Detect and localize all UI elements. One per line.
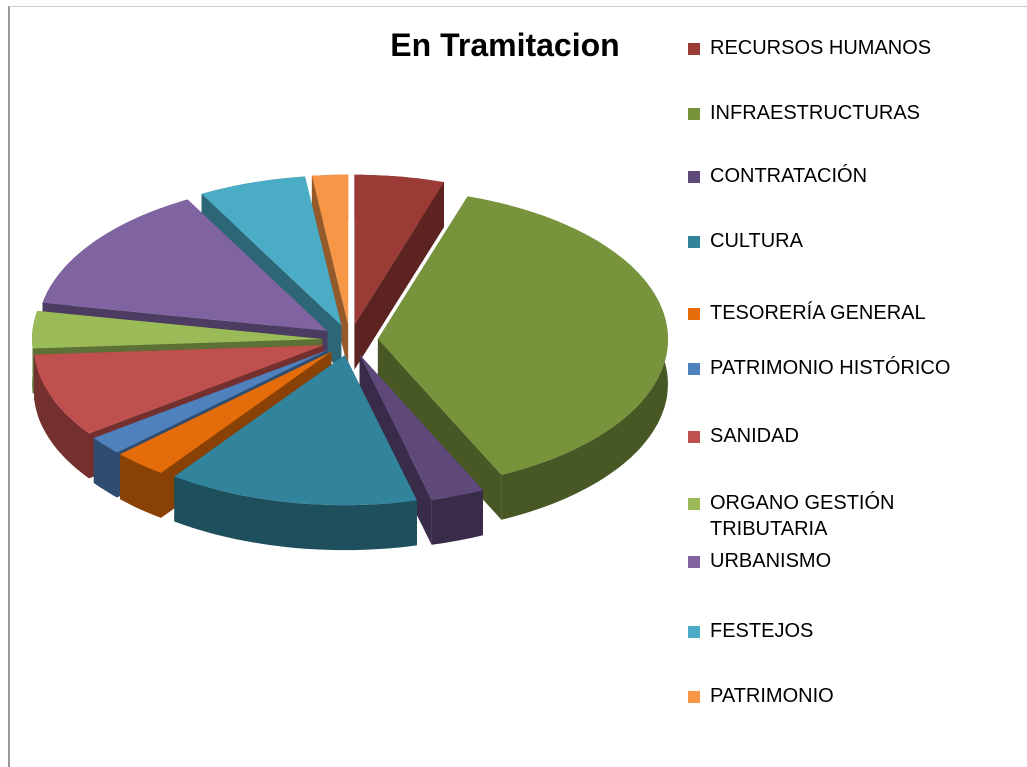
legend-swatch — [688, 236, 700, 248]
legend-swatch — [688, 691, 700, 703]
slice-side — [431, 490, 483, 545]
legend-item: PATRIMONIO — [688, 683, 973, 709]
slice — [42, 199, 328, 331]
legend-item: PATRIMONIO HISTÓRICO — [688, 355, 973, 381]
slice — [311, 174, 349, 325]
legend-swatch — [688, 108, 700, 120]
slice — [93, 349, 329, 453]
legend-item: FESTEJOS — [688, 618, 973, 644]
legend-label: FESTEJOS — [710, 620, 814, 642]
legend-item: ORGANO GESTIÓN TRIBUTARIA — [688, 490, 973, 542]
slice-side — [120, 454, 161, 518]
legend-swatch — [688, 556, 700, 568]
slice-side — [354, 182, 444, 370]
legend-item: URBANISMO — [688, 548, 973, 574]
legend-swatch — [688, 363, 700, 375]
slice-side — [93, 438, 117, 498]
legend-swatch — [688, 171, 700, 183]
legend-item: INFRAESTRUCTURAS — [688, 100, 973, 126]
slice — [174, 355, 417, 506]
legend-label: RECURSOS HUMANOS — [710, 37, 932, 59]
legend-label: CONTRATACIÓN — [710, 165, 868, 187]
slice — [32, 310, 323, 349]
legend-item: TESORERÍA GENERAL — [688, 300, 973, 326]
slice — [34, 345, 324, 434]
legend-swatch — [688, 431, 700, 443]
legend-item: RECURSOS HUMANOS — [688, 35, 973, 61]
legend-label: INFRAESTRUCTURAS — [710, 102, 921, 124]
slice-side — [377, 339, 502, 520]
legend-label: PATRIMONIO — [710, 685, 834, 707]
legend-item: CONTRATACIÓN — [688, 163, 973, 189]
legend-label: TESORERÍA GENERAL — [710, 302, 926, 324]
slice — [377, 196, 668, 475]
legend-label: SANIDAD — [710, 425, 799, 447]
slice — [201, 176, 342, 326]
legend-item: CULTURA — [688, 228, 973, 254]
legend-swatch — [688, 308, 700, 320]
legend-label: PATRIMONIO HISTÓRICO — [710, 357, 951, 379]
legend-swatch — [688, 43, 700, 55]
frame — [8, 6, 1027, 767]
legend-item: SANIDAD — [688, 423, 973, 449]
slice-side — [34, 354, 89, 479]
slice — [359, 354, 483, 500]
legend-swatch — [688, 498, 700, 510]
slice — [120, 351, 332, 473]
chart-title: En Tramitacion — [390, 27, 619, 63]
legend-label: ORGANO GESTIÓN TRIBUTARIA — [710, 492, 895, 540]
legend-label: URBANISMO — [710, 550, 832, 572]
slice — [354, 174, 444, 325]
slice-side — [174, 476, 417, 551]
legend-label: CULTURA — [710, 230, 803, 252]
legend-swatch — [688, 626, 700, 638]
